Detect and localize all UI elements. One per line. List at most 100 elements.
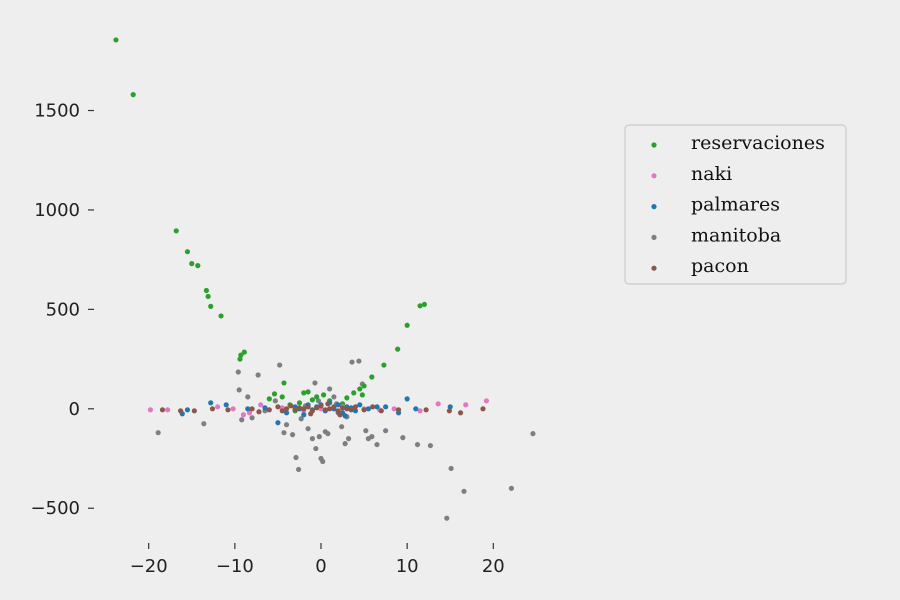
point-manitoba: [305, 426, 311, 432]
point-pacon: [305, 404, 311, 410]
point-pacon: [275, 404, 281, 410]
point-naki: [435, 401, 441, 407]
point-manitoba: [309, 436, 315, 442]
point-reservaciones: [395, 346, 401, 352]
point-pacon: [159, 407, 166, 413]
point-manitoba: [363, 428, 369, 434]
point-reservaciones: [344, 395, 350, 401]
point-reservaciones: [309, 397, 315, 403]
point-manitoba: [239, 417, 245, 423]
point-naki: [230, 406, 236, 412]
point-pacon: [301, 406, 307, 412]
point-manitoba: [298, 416, 304, 422]
point-manitoba: [530, 431, 536, 437]
point-palmares: [342, 413, 348, 419]
point-manitoba: [349, 359, 355, 365]
y-tick-label: 1500: [34, 101, 80, 122]
point-reservaciones: [361, 383, 367, 389]
data-points: [113, 37, 536, 521]
point-naki: [246, 410, 253, 416]
point-reservaciones: [301, 390, 307, 396]
y-tick-label: −500: [31, 498, 80, 519]
point-palmares: [208, 400, 214, 406]
point-manitoba: [508, 485, 514, 491]
point-manitoba: [245, 394, 251, 400]
point-reservaciones: [421, 301, 427, 308]
point-pacon: [480, 406, 486, 412]
x-tick-label: 0: [315, 556, 326, 577]
point-manitoba: [444, 515, 450, 521]
point-pacon: [331, 404, 337, 410]
x-tick-label: −20: [130, 556, 168, 577]
x-tick-label: −10: [216, 556, 254, 577]
legend-marker-palmares: [651, 204, 657, 210]
point-palmares: [357, 402, 363, 408]
point-pacon: [191, 408, 197, 414]
point-naki: [391, 406, 397, 412]
point-palmares: [283, 410, 290, 416]
point-reservaciones: [281, 380, 287, 386]
point-naki: [417, 408, 423, 414]
y-tick-label: 500: [46, 299, 80, 320]
point-pacon: [339, 405, 346, 411]
point-reservaciones: [351, 390, 357, 396]
point-manitoba: [312, 380, 318, 386]
point-naki: [463, 402, 469, 408]
x-axis: −20 −10 0 10 20: [130, 543, 505, 577]
point-reservaciones: [266, 396, 272, 402]
point-pacon: [288, 403, 294, 409]
point-manitoba: [320, 458, 326, 465]
point-reservaciones: [173, 228, 179, 234]
legend-label-naki: naki: [691, 163, 732, 185]
y-tick-label: 0: [69, 399, 80, 420]
point-manitoba: [448, 465, 454, 472]
point-reservaciones: [218, 313, 224, 319]
point-pacon: [256, 409, 262, 415]
point-pacon: [318, 403, 324, 409]
point-palmares: [335, 402, 341, 408]
point-pacon: [283, 406, 290, 412]
point-naki: [483, 398, 490, 404]
point-palmares: [447, 404, 453, 410]
point-manitoba: [155, 430, 161, 436]
point-palmares: [245, 406, 251, 412]
point-palmares: [404, 396, 410, 402]
legend-label-manitoba: manitoba: [691, 224, 781, 246]
legend-marker-reservaciones: [651, 142, 657, 148]
point-pacon: [177, 408, 184, 414]
point-reservaciones: [404, 322, 410, 328]
point-manitoba: [235, 369, 241, 375]
point-manitoba: [342, 441, 348, 447]
point-reservaciones: [205, 293, 211, 300]
point-manitoba: [201, 421, 207, 427]
point-reservaciones: [279, 394, 285, 400]
legend-label-palmares: palmares: [691, 194, 780, 216]
point-pacon: [361, 407, 367, 413]
point-manitoba: [427, 442, 434, 449]
point-reservaciones: [296, 400, 303, 406]
point-manitoba: [315, 398, 322, 404]
point-pacon: [209, 406, 216, 412]
point-manitoba: [327, 386, 333, 392]
point-naki: [165, 407, 171, 413]
point-naki: [258, 402, 264, 408]
legend: reservaciones naki palmares manitoba pacon: [624, 124, 847, 285]
point-manitoba: [272, 398, 278, 404]
point-manitoba: [289, 432, 296, 438]
point-palmares: [184, 407, 191, 413]
point-pacon: [325, 401, 331, 407]
point-manitoba: [313, 445, 319, 452]
point-pacon: [322, 407, 328, 413]
point-naki: [240, 412, 247, 418]
point-manitoba: [356, 358, 362, 364]
point-pacon: [370, 404, 376, 410]
point-manitoba: [339, 424, 345, 430]
point-palmares: [223, 402, 229, 408]
point-palmares: [365, 406, 371, 412]
point-naki: [215, 404, 221, 410]
point-reservaciones: [184, 249, 191, 255]
point-reservaciones: [208, 303, 214, 309]
y-axis: −500 0 500 1000 1500: [31, 101, 94, 519]
legend-marker-naki: [651, 173, 657, 179]
point-pacon: [292, 407, 298, 413]
